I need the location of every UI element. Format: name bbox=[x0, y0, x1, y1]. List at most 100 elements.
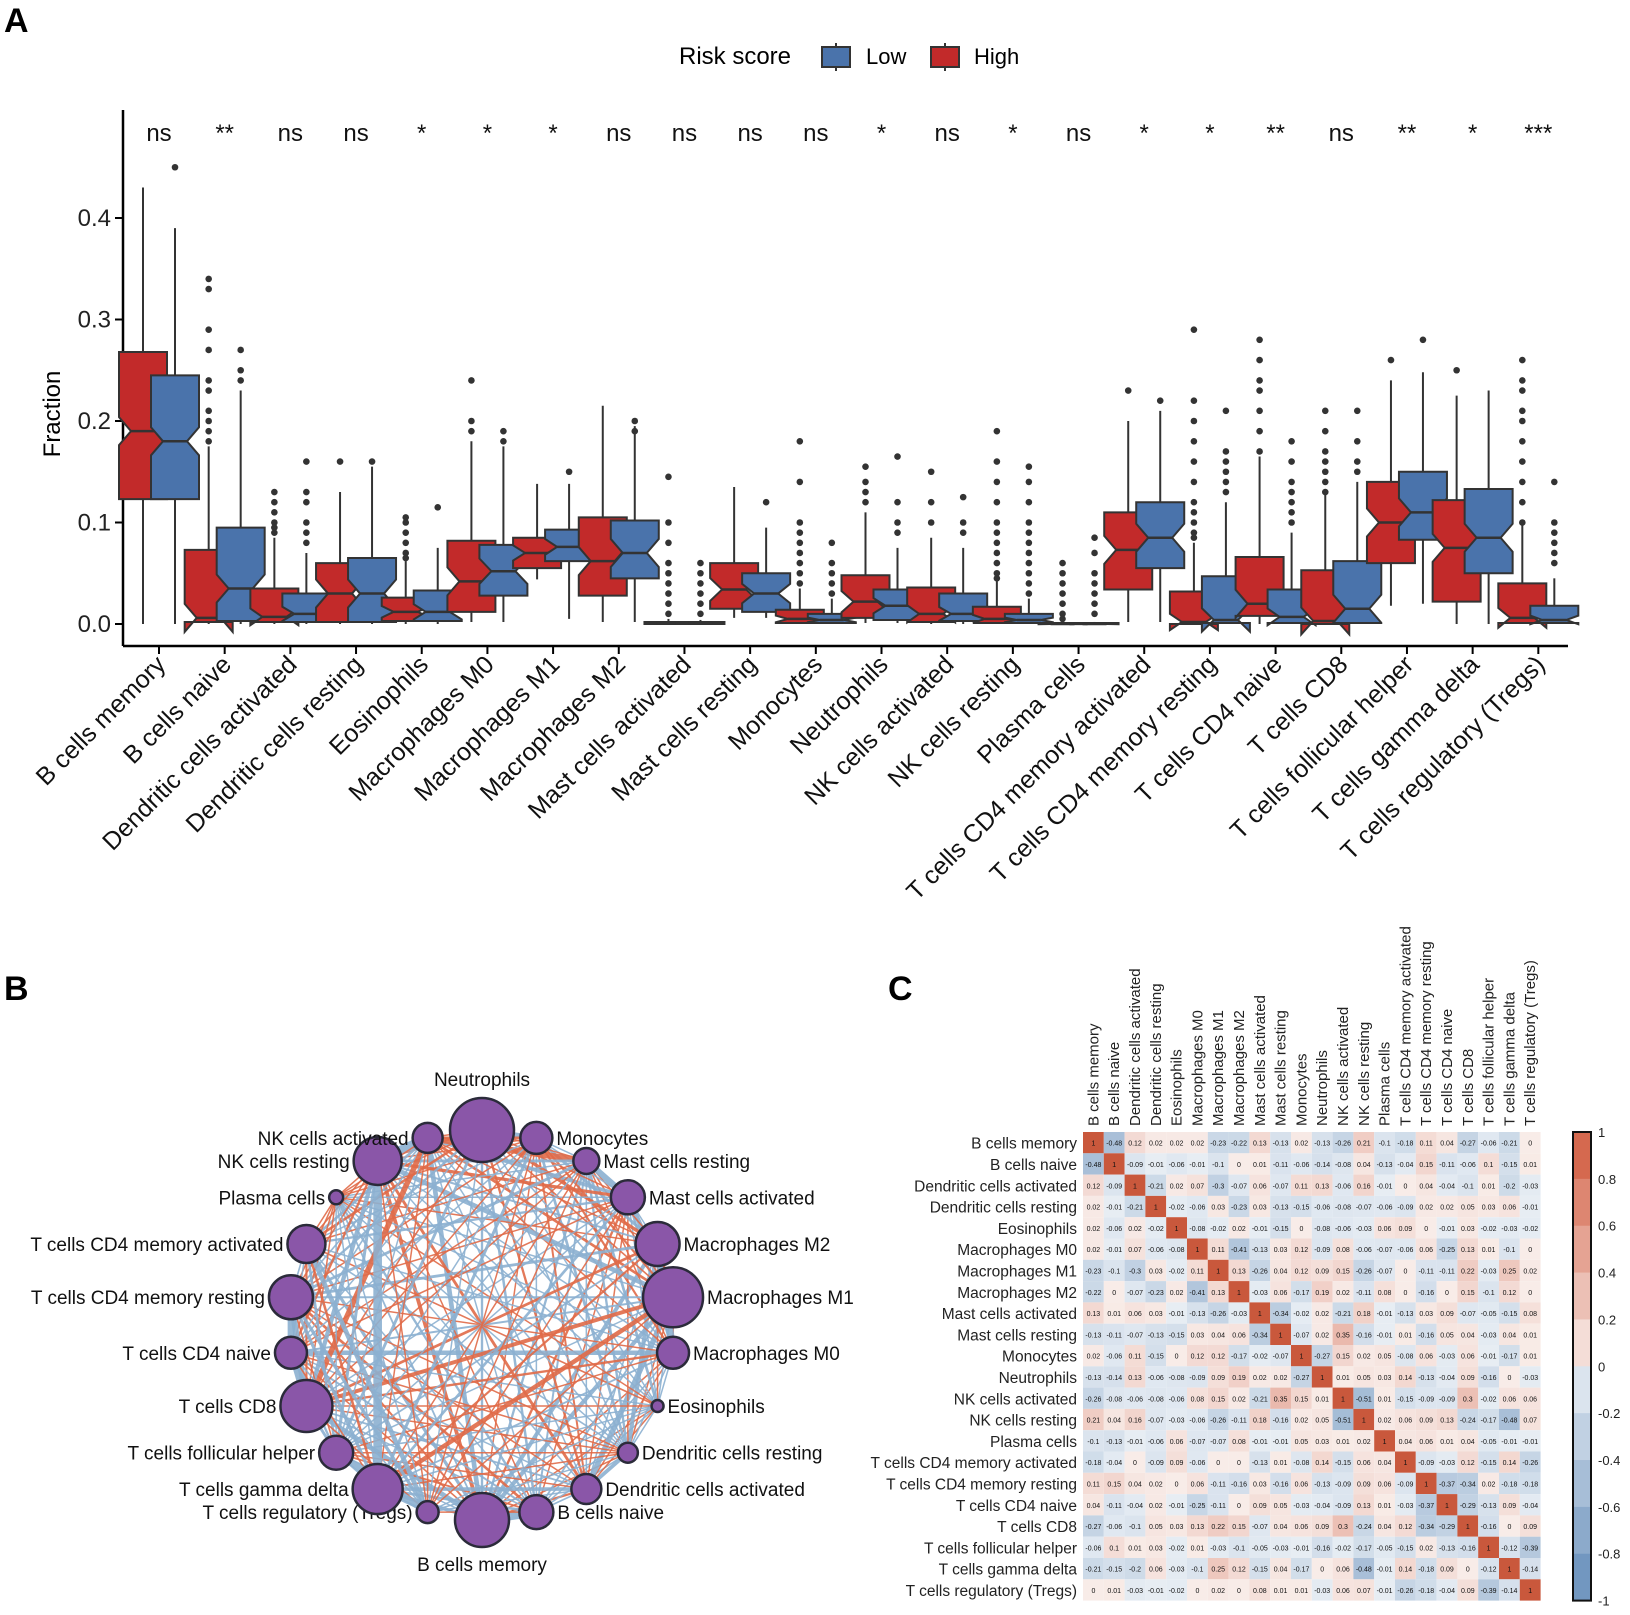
network-node-label: Macrophages M1 bbox=[707, 1288, 854, 1309]
heatmap-value: -0.06 bbox=[1127, 1396, 1143, 1403]
heatmap-cell bbox=[1270, 1558, 1291, 1580]
heatmap-cell bbox=[1103, 1430, 1125, 1452]
significance-label: * bbox=[548, 120, 557, 147]
heatmap-value: -0.06 bbox=[1189, 1460, 1205, 1467]
heatmap-value: -0.14 bbox=[1106, 1375, 1122, 1382]
heatmap-cell bbox=[1270, 1323, 1291, 1345]
heatmap-cell bbox=[1270, 1408, 1291, 1431]
outlier-point bbox=[894, 519, 901, 526]
heatmap-value: -0.1 bbox=[1212, 1162, 1224, 1169]
heatmap-cell bbox=[1207, 1238, 1229, 1260]
heatmap-cell bbox=[1519, 1259, 1541, 1282]
heatmap-cell bbox=[1249, 1217, 1271, 1239]
panel-label-b: B bbox=[4, 970, 29, 1008]
heatmap-cell bbox=[1374, 1174, 1395, 1196]
heatmap-value: -0.07 bbox=[1231, 1183, 1247, 1190]
heatmap-value: -0.13 bbox=[1397, 1311, 1413, 1318]
heatmap-cell bbox=[1207, 1366, 1229, 1388]
heatmap-value: 0.13 bbox=[1315, 1183, 1329, 1190]
heatmap-value: 1 bbox=[1383, 1439, 1387, 1446]
outlier-point bbox=[171, 163, 179, 171]
heatmap-cell bbox=[1374, 1472, 1395, 1495]
heatmap-cell bbox=[1415, 1472, 1437, 1495]
heatmap-value: 0.13 bbox=[1232, 1268, 1246, 1275]
negative-edge bbox=[289, 1296, 429, 1513]
outlier-point bbox=[205, 387, 212, 394]
heatmap-value: 0.35 bbox=[1274, 1396, 1288, 1403]
heatmap-value: 0.05 bbox=[1149, 1524, 1163, 1531]
heatmap-value: 0.15 bbox=[1336, 1354, 1350, 1361]
significance-label: ns bbox=[737, 120, 762, 147]
heatmap-value: 0.06 bbox=[1232, 1332, 1246, 1339]
heatmap-value: -0.04 bbox=[1106, 1460, 1122, 1467]
outlier-point bbox=[1190, 519, 1198, 526]
heatmap-cell bbox=[1228, 1494, 1250, 1516]
heatmap-value: -0.05 bbox=[1252, 1545, 1268, 1552]
heatmap-cell bbox=[1353, 1302, 1375, 1324]
significance-label: * bbox=[877, 120, 886, 147]
heatmap-cell bbox=[1228, 1259, 1250, 1282]
heatmap-cell bbox=[1395, 1579, 1416, 1601]
heatmap-value: 0.02 bbox=[1149, 1481, 1163, 1488]
heatmap-cell bbox=[1478, 1430, 1499, 1452]
heatmap-cell bbox=[1207, 1195, 1229, 1218]
heatmap-value: -0.1 bbox=[1087, 1439, 1099, 1446]
colorbar-tick-label: -0.8 bbox=[1598, 1547, 1620, 1562]
outlier-point bbox=[1321, 468, 1329, 476]
heatmap-cell bbox=[1083, 1153, 1104, 1175]
heatmap-value: 0.11 bbox=[1420, 1141, 1433, 1148]
heatmap-value: -0.37 bbox=[1439, 1481, 1455, 1488]
heatmap-value: -0.01 bbox=[1522, 1439, 1538, 1446]
network-node bbox=[317, 1434, 355, 1471]
heatmap-value: 0 bbox=[1237, 1503, 1241, 1510]
outlier-point bbox=[1551, 549, 1558, 557]
heatmap-cell bbox=[1166, 1323, 1187, 1345]
outlier-point bbox=[1222, 488, 1230, 496]
significance-label: * bbox=[1468, 120, 1477, 147]
outlier-point bbox=[1059, 559, 1066, 567]
outlier-point bbox=[271, 529, 278, 536]
heatmap-value: -0.48 bbox=[1106, 1141, 1122, 1148]
heatmap-value: 0.04 bbox=[1378, 1460, 1392, 1467]
heatmap-value: -0.01 bbox=[1106, 1247, 1122, 1254]
heatmap-cell bbox=[1457, 1217, 1479, 1239]
heatmap-cell bbox=[1166, 1302, 1187, 1324]
heatmap-cell bbox=[1103, 1281, 1125, 1303]
heatmap-value: -0.1 bbox=[1503, 1247, 1515, 1254]
heatmap-value: 0.05 bbox=[1357, 1375, 1371, 1382]
heatmap-row-label: Macrophages M2 bbox=[957, 1285, 1077, 1302]
heatmap-cell bbox=[1166, 1259, 1187, 1282]
heatmap-value: 0 bbox=[1237, 1588, 1241, 1595]
outlier-point bbox=[1256, 427, 1263, 435]
heatmap-cell bbox=[1457, 1323, 1479, 1345]
heatmap-cell bbox=[1083, 1132, 1104, 1154]
outlier-point bbox=[631, 427, 639, 435]
heatmap-cell bbox=[1457, 1558, 1479, 1580]
outlier-point bbox=[1519, 438, 1526, 445]
negative-edge bbox=[335, 1296, 674, 1454]
heatmap-cell bbox=[1249, 1366, 1271, 1388]
heatmap-value: -0.03 bbox=[1252, 1290, 1268, 1297]
heatmap-cell bbox=[1353, 1494, 1375, 1516]
heatmap-value: -0.15 bbox=[1481, 1460, 1497, 1467]
outlier-point bbox=[665, 590, 672, 597]
heatmap-cell bbox=[1145, 1366, 1167, 1388]
heatmap-cell bbox=[1166, 1408, 1187, 1431]
heatmap-value: 0.13 bbox=[1211, 1290, 1225, 1297]
heatmap-value: 0.02 bbox=[1149, 1503, 1163, 1510]
heatmap-value: 0.06 bbox=[1336, 1567, 1350, 1574]
heatmap-cell bbox=[1499, 1387, 1520, 1409]
heatmap-value: 0.02 bbox=[1087, 1205, 1101, 1212]
heatmap-value: 1 bbox=[1279, 1332, 1283, 1339]
heatmap-value: -0.07 bbox=[1356, 1205, 1372, 1212]
heatmap-value: -0.07 bbox=[1127, 1290, 1143, 1297]
heatmap-cell bbox=[1124, 1387, 1146, 1409]
heatmap-row-label: NK cells resting bbox=[969, 1413, 1077, 1430]
heatmap-cell bbox=[1436, 1408, 1458, 1431]
heatmap-cell bbox=[1103, 1494, 1125, 1516]
outlier-point bbox=[1059, 610, 1066, 618]
heatmap-value: 0.02 bbox=[1295, 1418, 1309, 1425]
outlier-point bbox=[993, 427, 1001, 435]
outlier-point bbox=[993, 549, 1001, 557]
heatmap-cell bbox=[1311, 1536, 1333, 1558]
